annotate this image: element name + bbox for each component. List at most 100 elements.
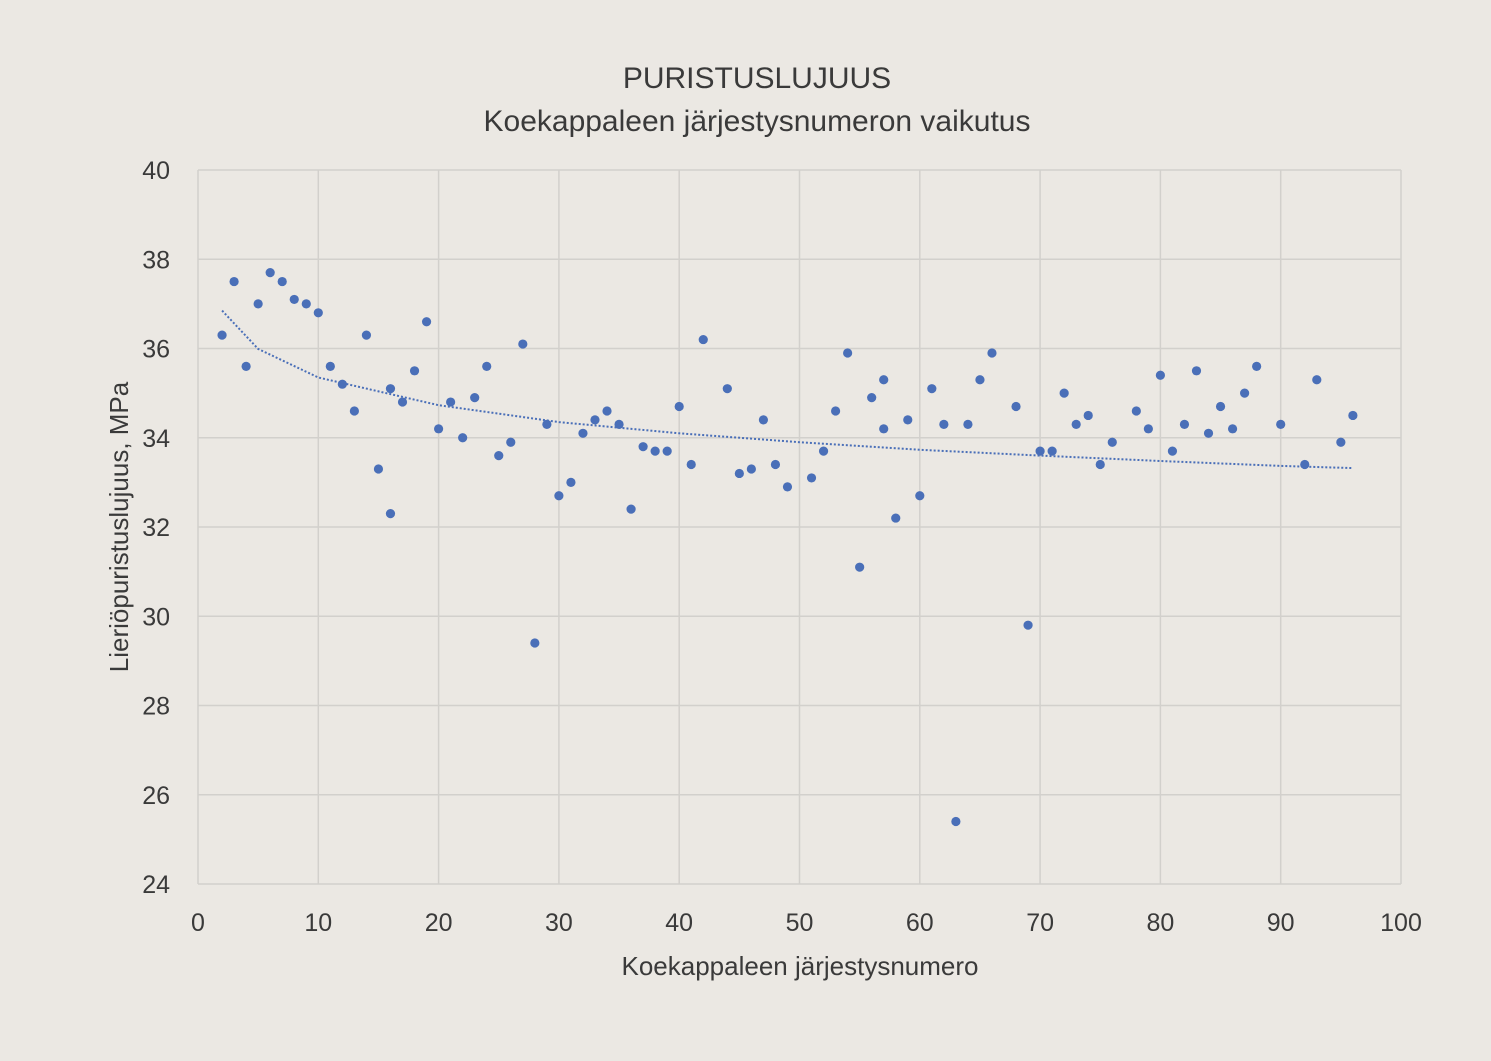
y-tick-label: 30	[142, 603, 170, 631]
data-point	[734, 468, 744, 479]
x-tick-label: 40	[665, 909, 693, 937]
data-point	[409, 366, 420, 376]
data-point	[843, 348, 853, 358]
y-tick-label: 32	[142, 514, 170, 542]
data-point	[1083, 410, 1093, 421]
data-point	[277, 276, 287, 287]
data-point	[879, 424, 889, 434]
x-tick-label: 70	[1026, 909, 1054, 937]
data-point	[855, 562, 865, 572]
chart-title: PURISTUSLUJUUS	[623, 62, 891, 95]
data-point	[1215, 401, 1226, 412]
data-point	[494, 451, 504, 461]
data-point	[349, 406, 359, 416]
data-point	[289, 294, 299, 305]
y-tick-label: 28	[142, 693, 170, 721]
data-point	[337, 379, 347, 389]
data-point	[626, 504, 636, 514]
data-point	[662, 446, 672, 456]
data-point	[830, 406, 841, 416]
data-point	[1336, 437, 1346, 447]
x-tick-label: 60	[906, 909, 934, 937]
data-point	[1179, 419, 1190, 429]
data-point	[578, 428, 588, 438]
data-point	[566, 477, 576, 487]
data-point	[879, 375, 889, 385]
data-point	[1035, 446, 1045, 456]
data-point	[1023, 620, 1033, 630]
data-point	[470, 392, 480, 403]
data-point	[421, 317, 432, 327]
data-point	[217, 330, 227, 340]
data-point	[590, 415, 600, 425]
data-point	[1252, 361, 1262, 371]
x-tick-label: 50	[786, 909, 814, 937]
data-point	[1240, 388, 1250, 398]
data-point	[385, 509, 396, 519]
x-tick-label: 20	[425, 909, 453, 937]
data-point	[1011, 401, 1021, 412]
trendline	[221, 309, 1353, 470]
trendline-layer	[221, 309, 1353, 470]
data-point	[1191, 366, 1202, 376]
data-point	[975, 375, 985, 385]
data-point	[782, 482, 793, 492]
chart-subtitle: Koekappaleen järjestysnumeron vaikutus	[484, 105, 1031, 138]
x-axis-label: Koekappaleen järjestysnumero	[622, 951, 979, 981]
data-point	[542, 419, 552, 429]
grid-lines	[197, 169, 1402, 885]
data-point	[1071, 419, 1081, 429]
data-point	[746, 464, 756, 474]
data-point	[253, 299, 263, 309]
data-point	[674, 401, 684, 412]
data-point	[1131, 406, 1141, 416]
data-point	[1312, 375, 1322, 385]
data-point	[915, 491, 925, 501]
data-point	[1047, 446, 1057, 456]
data-point	[963, 419, 973, 429]
data-point	[638, 442, 648, 452]
data-point	[530, 638, 540, 648]
data-point	[373, 464, 384, 474]
y-tick-label: 40	[142, 157, 170, 185]
y-tick-label: 26	[142, 782, 170, 810]
data-point	[867, 392, 877, 403]
data-point	[686, 459, 696, 470]
data-point	[927, 384, 937, 394]
data-point	[1107, 437, 1117, 447]
data-point	[265, 268, 275, 278]
data-point	[458, 433, 468, 443]
data-point	[1276, 419, 1286, 429]
data-point	[482, 361, 492, 371]
y-tick-label: 24	[142, 871, 170, 899]
data-point	[1095, 459, 1105, 470]
data-point	[1167, 446, 1178, 456]
data-point	[818, 446, 829, 456]
data-point	[1348, 410, 1358, 421]
data-point	[434, 424, 444, 434]
x-tick-label: 100	[1380, 909, 1422, 937]
data-point	[602, 406, 612, 416]
data-point	[385, 384, 396, 394]
y-axis-label: Lieriöpuristuslujuus, MPa	[104, 381, 134, 672]
data-point	[951, 816, 961, 827]
data-point	[1227, 424, 1238, 434]
data-point	[397, 397, 408, 407]
data-point	[1143, 424, 1153, 434]
data-point	[987, 348, 997, 358]
y-tick-labels: 24 26 28 30 32 34 36 38 40	[142, 157, 170, 899]
data-point	[770, 459, 781, 470]
data-point	[229, 276, 239, 287]
x-tick-label: 80	[1146, 909, 1174, 937]
data-point	[1155, 370, 1165, 380]
x-tick-label: 90	[1267, 909, 1295, 937]
data-point	[361, 330, 372, 340]
data-point	[939, 419, 949, 429]
y-tick-label: 36	[142, 336, 170, 364]
data-point	[698, 334, 708, 345]
data-point	[554, 491, 564, 501]
x-tick-label: 10	[304, 909, 332, 937]
data-point	[614, 419, 624, 429]
